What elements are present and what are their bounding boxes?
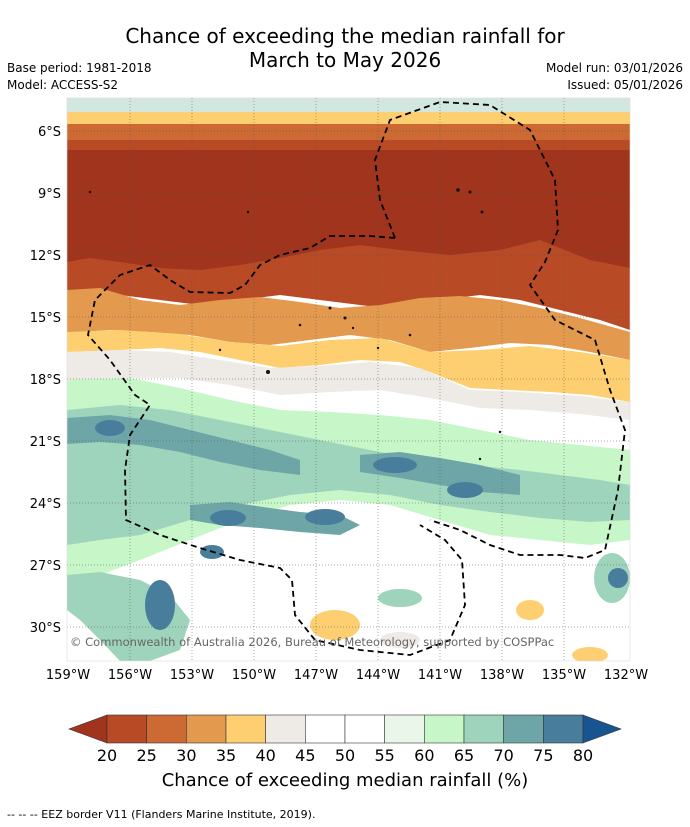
wet-core-1 xyxy=(373,457,417,473)
lon-label: 147°W xyxy=(294,668,338,683)
south-dry-2 xyxy=(516,600,544,620)
meta-right: Model run: 03/01/2026 Issued: 05/01/2026 xyxy=(546,60,683,94)
islands xyxy=(88,188,502,461)
teal-patch xyxy=(378,589,422,607)
latitude-labels: 6°S 9°S 12°S 15°S 18°S 21°S 24°S 27°S 30… xyxy=(30,125,61,636)
lon-label: 150°W xyxy=(232,668,276,683)
colorbar-swatch xyxy=(543,714,584,744)
lon-label: 144°W xyxy=(356,668,400,683)
lat-label: 18°S xyxy=(30,373,61,388)
wet-core-4 xyxy=(210,510,246,526)
sw-core xyxy=(145,580,175,630)
colorbar-swatch xyxy=(463,714,504,744)
colorbar: 20 25 30 35 40 45 50 55 60 65 70 75 80 xyxy=(68,714,622,765)
rainfall-field xyxy=(67,98,630,661)
south-dry-3 xyxy=(572,647,608,661)
forecast-map: © Commonwealth of Australia 2026, Bureau… xyxy=(30,97,648,765)
wet-core-3 xyxy=(305,509,345,525)
colorbar-swatch xyxy=(106,714,147,744)
wet-core-6 xyxy=(95,420,125,436)
lon-label: 156°W xyxy=(108,668,152,683)
colorbar-extend-high xyxy=(582,714,622,744)
eez-border-south xyxy=(87,235,466,656)
se-core xyxy=(608,568,628,588)
chart-title: Chance of exceeding the median rainfall … xyxy=(0,24,690,72)
eez-legend: -- -- -- EEZ border V11 (Flanders Marine… xyxy=(7,808,316,821)
colorbar-tick-label: 45 xyxy=(295,746,315,765)
copyright-text: © Commonwealth of Australia 2026, Bureau… xyxy=(70,635,554,649)
very-dry-zone xyxy=(67,150,630,270)
colorbar-swatch xyxy=(186,714,227,744)
wet-deep-zone-1 xyxy=(67,415,300,475)
yellow-band xyxy=(67,330,630,402)
colorbar-swatch xyxy=(305,714,346,744)
colorbar-swatch xyxy=(384,714,425,744)
lat-label: 9°S xyxy=(38,187,61,202)
longitude-labels: 159°W 156°W 153°W 150°W 147°W 144°W 141°… xyxy=(46,668,648,683)
issued-date: Issued: 05/01/2026 xyxy=(567,78,683,92)
lon-label: 135°W xyxy=(542,668,586,683)
colorbar-swatch xyxy=(344,714,385,744)
meta-left: Base period: 1981-2018 Model: ACCESS-S2 xyxy=(7,60,152,94)
lon-label: 159°W xyxy=(46,668,90,683)
colorbar-tick-label: 30 xyxy=(176,746,196,765)
lat-label: 27°S xyxy=(30,559,61,574)
colorbar-tick-label: 75 xyxy=(533,746,553,765)
colorbar-tick-label: 25 xyxy=(136,746,156,765)
lat-label: 15°S xyxy=(30,311,61,326)
title-line-2: March to May 2026 xyxy=(248,48,442,72)
colorbar-swatch xyxy=(146,714,187,744)
model-name: Model: ACCESS-S2 xyxy=(7,78,119,92)
colorbar-tick-label: 65 xyxy=(454,746,474,765)
wet-core-2 xyxy=(447,482,483,498)
colorbar-swatch xyxy=(265,714,306,744)
lat-label: 24°S xyxy=(30,497,61,512)
colorbar-tick-label: 35 xyxy=(216,746,236,765)
graticule xyxy=(67,98,630,661)
colorbar-swatch xyxy=(225,714,266,744)
eez-borders xyxy=(87,101,626,656)
colorbar-tick-label: 80 xyxy=(573,746,593,765)
wet-deep-zone-3 xyxy=(190,502,360,535)
lat-label: 21°S xyxy=(30,435,61,450)
colorbar-tick-label: 50 xyxy=(335,746,355,765)
band-north-orange xyxy=(67,124,630,142)
colorbar-swatch xyxy=(503,714,544,744)
colorbar-tick-label: 70 xyxy=(493,746,513,765)
eez-border-north xyxy=(374,101,626,559)
colorbar-swatch xyxy=(424,714,465,744)
colorbar-tick-label: 20 xyxy=(97,746,117,765)
colorbar-tick-label: 55 xyxy=(374,746,394,765)
lat-label: 30°S xyxy=(30,621,61,636)
neutral-band xyxy=(67,350,630,420)
lon-label: 153°W xyxy=(170,668,214,683)
south-dry-1 xyxy=(310,610,360,640)
orange-transition xyxy=(67,288,630,360)
lon-label: 141°W xyxy=(418,668,462,683)
title-line-1: Chance of exceeding the median rainfall … xyxy=(125,24,565,48)
colorbar-tick-label: 60 xyxy=(414,746,434,765)
south-neutral xyxy=(380,632,420,648)
base-period: Base period: 1981-2018 xyxy=(7,61,152,75)
map-frame xyxy=(66,97,631,662)
colorbar-tick-label: 40 xyxy=(255,746,275,765)
colorbar-title: Chance of exceeding median rainfall (%) xyxy=(161,770,529,791)
lat-label: 6°S xyxy=(38,125,61,140)
lon-label: 132°W xyxy=(604,668,648,683)
colorbar-extend-low xyxy=(68,714,108,744)
lat-label: 12°S xyxy=(30,249,61,264)
model-run: Model run: 03/01/2026 xyxy=(545,61,683,75)
lon-label: 138°W xyxy=(480,668,524,683)
